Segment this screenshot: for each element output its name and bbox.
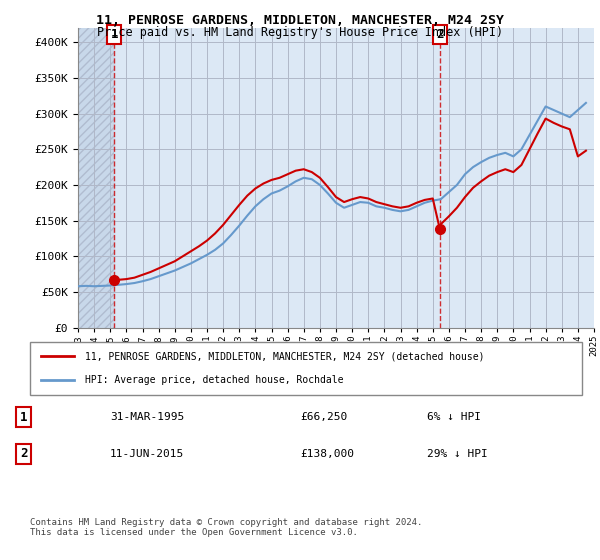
Text: 11-JUN-2015: 11-JUN-2015 <box>110 449 184 459</box>
Text: 11, PENROSE GARDENS, MIDDLETON, MANCHESTER, M24 2SY (detached house): 11, PENROSE GARDENS, MIDDLETON, MANCHEST… <box>85 352 485 362</box>
Bar <box>78 28 114 328</box>
Text: 2: 2 <box>20 447 27 460</box>
Text: £66,250: £66,250 <box>300 412 347 422</box>
Text: 1: 1 <box>20 410 27 423</box>
Text: Contains HM Land Registry data © Crown copyright and database right 2024.
This d: Contains HM Land Registry data © Crown c… <box>30 518 422 538</box>
Text: £138,000: £138,000 <box>300 449 354 459</box>
Text: HPI: Average price, detached house, Rochdale: HPI: Average price, detached house, Roch… <box>85 375 344 385</box>
Text: 11, PENROSE GARDENS, MIDDLETON, MANCHESTER, M24 2SY: 11, PENROSE GARDENS, MIDDLETON, MANCHEST… <box>96 14 504 27</box>
Text: Price paid vs. HM Land Registry's House Price Index (HPI): Price paid vs. HM Land Registry's House … <box>97 26 503 39</box>
Text: 2: 2 <box>436 28 443 41</box>
Text: 29% ↓ HPI: 29% ↓ HPI <box>427 449 487 459</box>
Text: 1: 1 <box>110 28 118 41</box>
Text: 6% ↓ HPI: 6% ↓ HPI <box>427 412 481 422</box>
Text: 31-MAR-1995: 31-MAR-1995 <box>110 412 184 422</box>
FancyBboxPatch shape <box>30 342 582 395</box>
